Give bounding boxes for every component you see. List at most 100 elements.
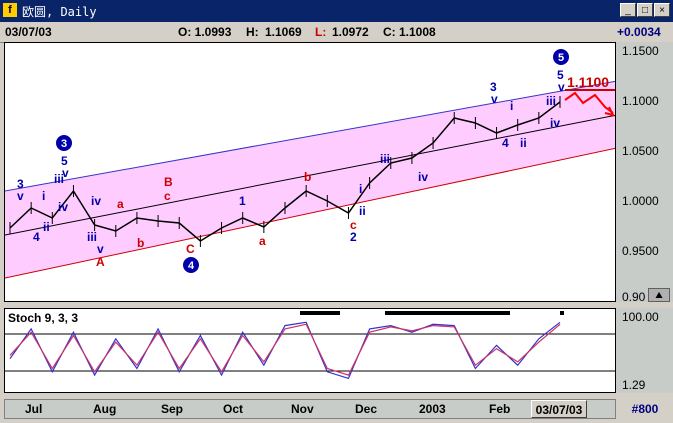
channel-upper: [5, 80, 615, 192]
month-sep: Sep: [161, 402, 184, 416]
price-series: [9, 101, 561, 242]
stoch-lines: [9, 321, 561, 380]
stoch-label: Stoch 9, 3, 3: [8, 311, 78, 325]
wave-ii-mid: ii: [359, 204, 366, 218]
month-dec: Dec: [355, 402, 378, 416]
wave-circle-5: [553, 49, 569, 65]
stoch-axis-bottom: 1.29: [622, 378, 646, 392]
wave-c-2: c: [350, 218, 357, 232]
wave-i-right: i: [510, 99, 513, 113]
wave-v-right: v: [491, 92, 498, 106]
wave-iv-mid: iv: [418, 170, 428, 184]
stoch-d-line: [9, 323, 561, 376]
app-icon: f: [3, 3, 17, 17]
month-feb: Feb: [489, 402, 511, 416]
stoch-axis-top: 100.00: [622, 310, 659, 324]
wave-iii-top: iii: [54, 172, 64, 186]
info-bar: 03/07/03 O: 1.0993 H: 1.1069 L: 1.0972 C…: [0, 22, 673, 43]
wave-iii-low: iii: [87, 230, 97, 244]
channel-lower: [5, 147, 615, 279]
month-aug: Aug: [93, 402, 117, 416]
wave-4-right: 4: [502, 136, 509, 150]
price-tick-6: 0.90: [622, 290, 646, 304]
channel-fill: [5, 81, 615, 278]
annotations: 3 4 5 3 v i 4 ii 5 v iii iv iii iv v A a…: [17, 49, 615, 273]
target-label: 1.1100: [567, 74, 609, 90]
wave-i-mid: i: [359, 182, 362, 196]
info-low-label: L:: [315, 25, 327, 39]
wave-ii-right: ii: [520, 136, 527, 150]
wave-b-1: b: [137, 236, 144, 250]
window-title: 欧圆, Daily: [22, 5, 97, 19]
wave-v-top: v: [62, 166, 69, 180]
wave-circle-3-label: 3: [61, 138, 67, 150]
time-axis[interactable]: Jul Aug Sep Oct Nov Dec 2003 Feb: [4, 399, 616, 419]
price-chart: 3 4 5 3 v i 4 ii 5 v iii iv iii iv v A a…: [5, 49, 615, 279]
info-date: 03/07/03: [5, 25, 52, 39]
info-low-value: 1.0972: [332, 25, 369, 39]
current-date-box[interactable]: 03/07/03: [531, 400, 587, 418]
wave-3-left: 3: [17, 177, 24, 191]
wave-c-1: c: [164, 189, 171, 203]
month-2003: 2003: [419, 402, 446, 416]
wave-iii-right: iii: [546, 94, 556, 108]
wave-circle-5-label: 5: [558, 52, 564, 64]
wave-ii-left: ii: [43, 220, 50, 234]
stoch-k-line: [9, 321, 561, 380]
minimize-button[interactable]: _: [620, 3, 636, 17]
channel-mid: [5, 114, 615, 236]
wave-A: A: [96, 255, 105, 269]
bar-counter: #800: [631, 402, 659, 416]
stochastic-axis: 100.00 1.29: [616, 308, 673, 393]
signal-bar-2: [385, 311, 510, 315]
wave-i-left: i: [42, 189, 45, 203]
wave-1: 1: [239, 194, 246, 208]
wave-iii-mid: iii: [380, 152, 390, 166]
stochastic-chart: Stoch 9, 3, 3: [5, 311, 615, 380]
scale-icon[interactable]: ⛰: [648, 288, 670, 302]
wave-B: B: [164, 175, 173, 189]
projection-arrowhead: [604, 106, 615, 117]
price-tick-1: 1.1500: [622, 44, 659, 58]
price-line: [9, 101, 561, 242]
price-tick-2: 1.1000: [622, 94, 659, 108]
info-high-label: H:: [246, 25, 259, 39]
wave-5-right: 5: [557, 68, 564, 82]
wave-2: 2: [350, 230, 357, 244]
wave-5-top: 5: [61, 154, 68, 168]
wave-iv-top: iv: [58, 200, 68, 214]
price-tick-4: 1.0000: [622, 194, 659, 208]
month-jul: Jul: [25, 402, 43, 416]
title-bar: f 欧圆, Daily _ □ ×: [0, 0, 673, 22]
price-tick-3: 1.0500: [622, 144, 659, 158]
wave-circle-3: [56, 135, 72, 151]
projection-arrow: [564, 91, 614, 114]
close-button[interactable]: ×: [654, 3, 670, 17]
month-nov: Nov: [291, 402, 314, 416]
wave-a-2: a: [259, 234, 266, 248]
wave-a-1: a: [117, 197, 124, 211]
price-panel[interactable]: 3 4 5 3 v i 4 ii 5 v iii iv iii iv v A a…: [4, 42, 616, 302]
wave-v-low: v: [97, 242, 104, 256]
wave-b-2: b: [304, 170, 311, 184]
wave-v-right2: v: [558, 80, 565, 94]
wave-3-right: 3: [490, 80, 497, 94]
wave-circle-4: [183, 257, 199, 273]
maximize-button[interactable]: □: [637, 3, 653, 17]
info-high-value: 1.1069: [265, 25, 302, 39]
month-oct: Oct: [223, 402, 244, 416]
wave-C: C: [186, 242, 195, 256]
wave-iv-right: iv: [550, 116, 560, 130]
signal-bar-3: [560, 311, 564, 315]
info-open: O: 1.0993: [178, 25, 232, 39]
price-tick-5: 0.9500: [622, 244, 659, 258]
info-close: C: 1.1008: [383, 25, 436, 39]
signal-bar-1: [300, 311, 340, 315]
wave-v-left: v: [17, 189, 24, 203]
stochastic-panel[interactable]: Stoch 9, 3, 3: [4, 308, 616, 393]
wave-circle-4-label: 4: [188, 260, 195, 272]
wave-iv-low: iv: [91, 194, 101, 208]
wave-4-left: 4: [33, 230, 40, 244]
price-axis: 1.1500 1.1000 1.0500 1.0000 0.9500 0.90 …: [616, 42, 673, 304]
info-change: +0.0034: [617, 25, 661, 39]
